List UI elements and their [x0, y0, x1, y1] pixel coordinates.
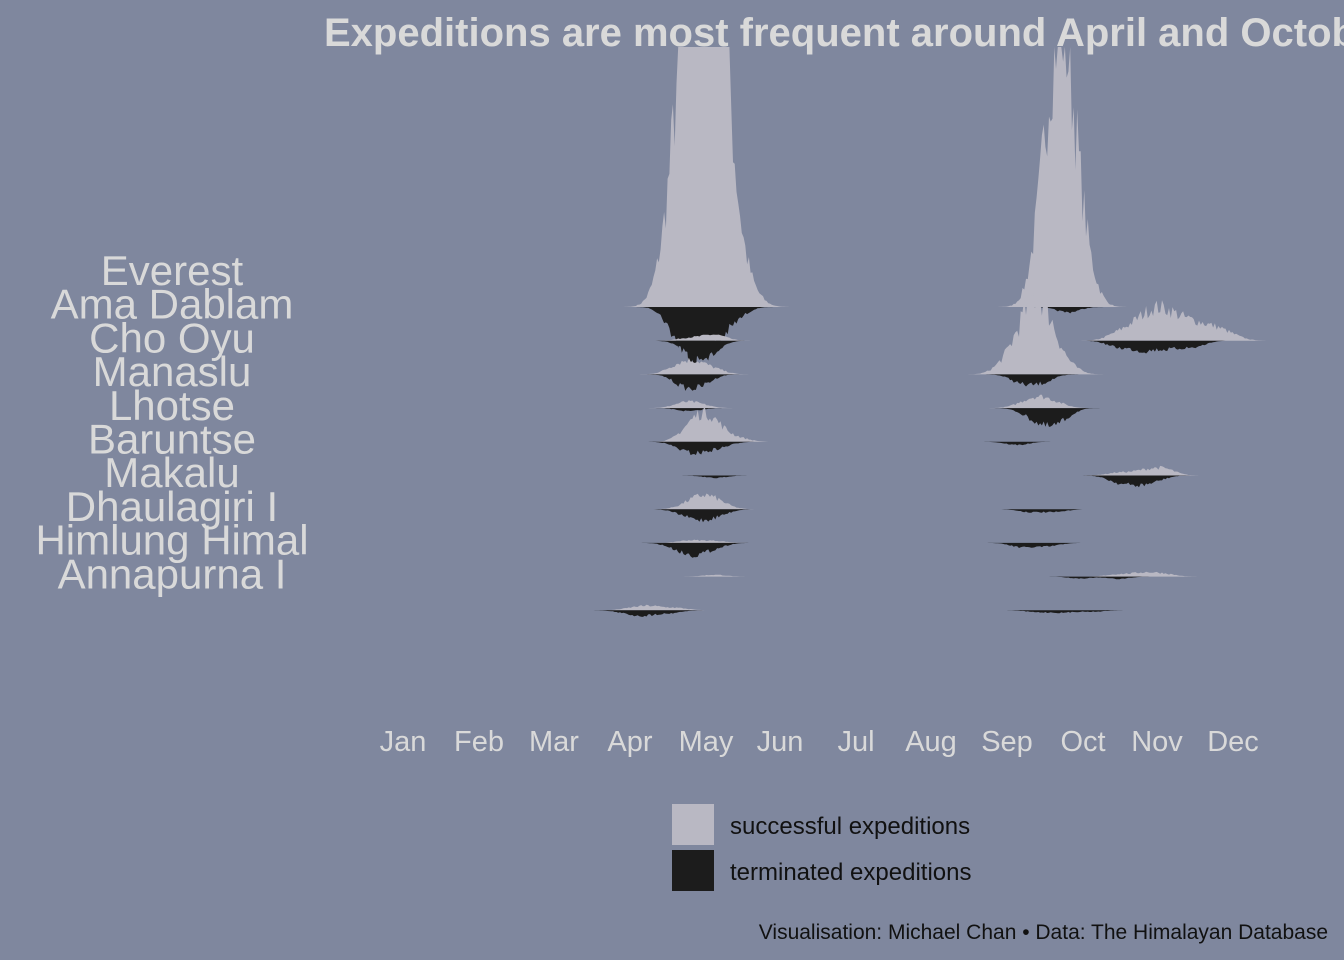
successful-area-everest [364, 47, 1282, 307]
chart-title: Expeditions are most frequent around Apr… [324, 11, 1344, 55]
ridge-himlung-himal [364, 571, 1282, 580]
terminated-area-ama-dablam [364, 340, 1282, 361]
terminated-area-himlung-himal [364, 576, 1282, 580]
caption: Visualisation: Michael Chan • Data: The … [759, 921, 1328, 944]
month-tick-label: Feb [454, 726, 504, 758]
legend-label: successful expeditions [730, 813, 970, 840]
peak-label: Lhotse [109, 382, 235, 429]
ridge-makalu [364, 493, 1282, 523]
x-axis-month-ticks: Jan Feb Mar Apr May Jun Jul Aug Sep Oct Nov Dec [380, 726, 1259, 758]
successful-area-manaslu [364, 394, 1282, 409]
successful-area-lhotse [364, 405, 1282, 442]
ridge-lhotse [364, 405, 1282, 456]
successful-area-cho-oyu [364, 286, 1282, 375]
successful-area-makalu [364, 493, 1282, 510]
month-tick-label: Sep [981, 726, 1033, 758]
ridge-ama-dablam [364, 300, 1282, 361]
peak-label: Everest [101, 247, 244, 294]
ridge-dhaulagiri-i [364, 539, 1282, 558]
terminated-area-annapurna-i [364, 610, 1282, 617]
month-tick-label: Jan [380, 726, 427, 758]
successful-area-dhaulagiri-i [364, 539, 1282, 543]
legend-swatch [672, 804, 714, 845]
terminated-area-lhotse [364, 441, 1282, 456]
terminated-area-baruntse [364, 475, 1282, 488]
ridge-cho-oyu [364, 286, 1282, 391]
month-tick-label: May [679, 726, 734, 758]
ridge-baruntse [364, 465, 1282, 488]
legend-label: terminated expeditions [730, 859, 971, 886]
peak-label: Annapurna I [58, 550, 287, 597]
ridges-group [364, 47, 1282, 617]
peak-label: Baruntse [88, 416, 256, 463]
terminated-area-manaslu [364, 408, 1282, 427]
successful-area-annapurna-i [364, 604, 1282, 611]
ridge-manaslu [364, 394, 1282, 427]
month-tick-label: Nov [1131, 726, 1183, 758]
peak-label: Dhaulagiri I [66, 483, 278, 530]
terminated-area-dhaulagiri-i [364, 542, 1282, 558]
month-tick-label: Apr [607, 726, 652, 758]
terminated-area-makalu [364, 509, 1282, 523]
peak-label: Himlung Himal [35, 517, 308, 564]
month-tick-label: Dec [1207, 726, 1259, 758]
terminated-area-cho-oyu [364, 374, 1282, 391]
month-tick-label: Jun [757, 726, 804, 758]
successful-area-himlung-himal [364, 571, 1282, 577]
ridge-everest [364, 47, 1282, 368]
month-tick-label: Mar [529, 726, 579, 758]
ridge-annapurna-i [364, 604, 1282, 617]
peak-label: Ama Dablam [51, 281, 294, 328]
successful-area-baruntse [364, 465, 1282, 476]
peak-label: Cho Oyu [89, 314, 255, 361]
successful-area-ama-dablam [364, 300, 1282, 341]
legend-swatch [672, 850, 714, 891]
month-tick-label: Oct [1060, 726, 1105, 758]
peak-label: Makalu [104, 449, 239, 496]
month-tick-label: Aug [905, 726, 957, 758]
month-tick-label: Jul [837, 726, 874, 758]
legend: successful expeditions terminated expedit… [672, 804, 971, 891]
peak-label: Manaslu [93, 348, 252, 395]
